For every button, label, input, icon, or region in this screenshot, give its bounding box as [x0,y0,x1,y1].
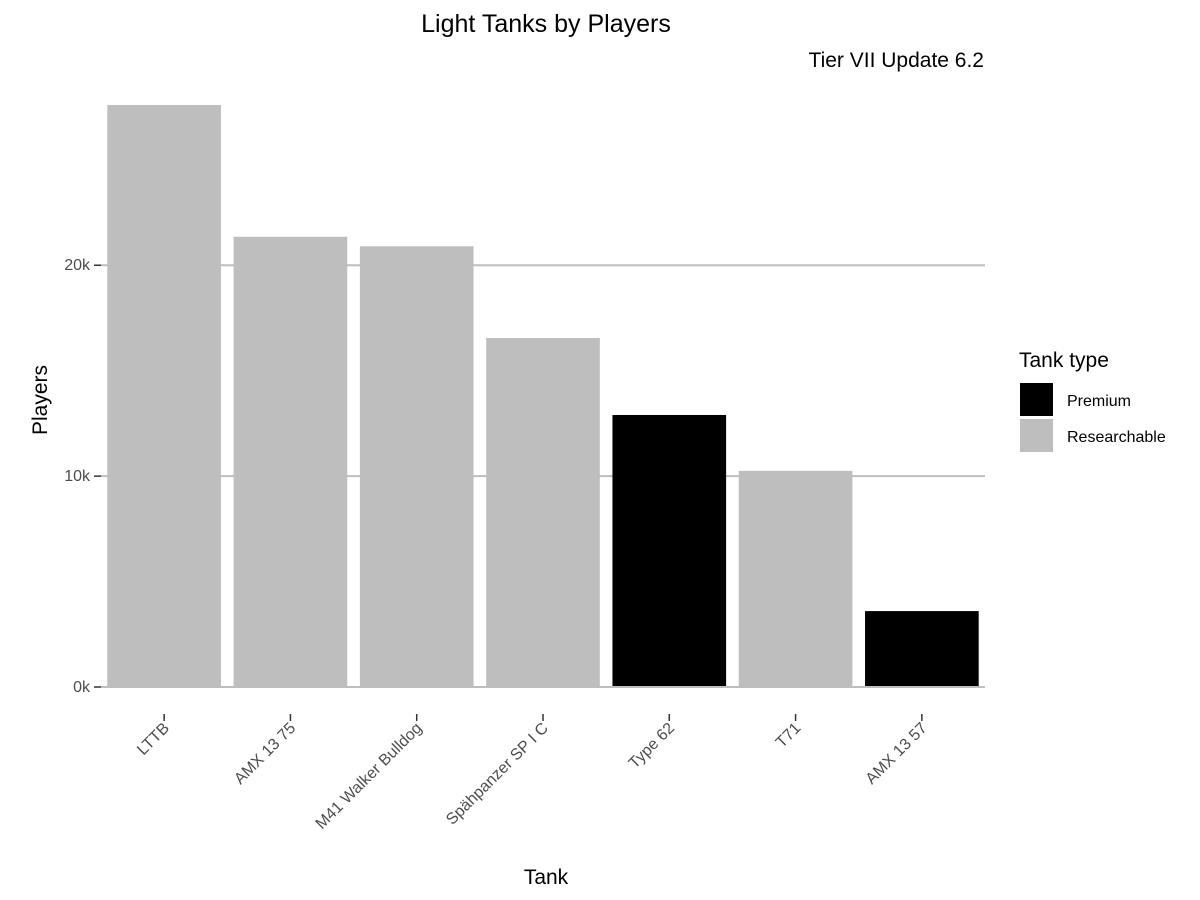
y-axis-title: Players [29,365,52,435]
bars [107,104,979,688]
legend-swatch-0 [1020,383,1053,416]
bar-0 [107,104,221,688]
y-tick-label-2: 20k [64,257,91,274]
x-tick-label-1: AMX 13 75 [231,720,299,788]
bar-3 [486,337,600,687]
y-tick-label-1: 10k [64,468,91,485]
x-tick-label-6: AMX 13 57 [863,720,931,788]
y-tick-label-0: 0k [73,679,91,696]
legend-title: Tank type [1019,349,1109,372]
chart-title: Light Tanks by Players [421,10,671,38]
legend: Tank type Premium Researchable [1019,349,1166,452]
legend-label-1: Researchable [1067,429,1166,446]
x-axis-title: Tank [524,866,569,889]
bar-5 [738,470,853,687]
bar-1 [233,236,348,687]
x-tick-label-4: Type 62 [626,720,678,772]
x-tick-label-2: M41 Walker Bulldog [313,720,426,833]
bar-2 [359,246,474,687]
legend-label-0: Premium [1067,393,1131,410]
x-tick-label-3: Spähpanzer SP I C [443,720,552,829]
x-tick-label-5: T71 [773,720,805,752]
x-tick-label-0: LTTB [134,720,173,759]
bar-4 [612,414,727,687]
legend-swatch-1 [1020,419,1053,452]
chart-subtitle: Tier VII Update 6.2 [809,49,984,72]
bar-6 [865,611,979,687]
